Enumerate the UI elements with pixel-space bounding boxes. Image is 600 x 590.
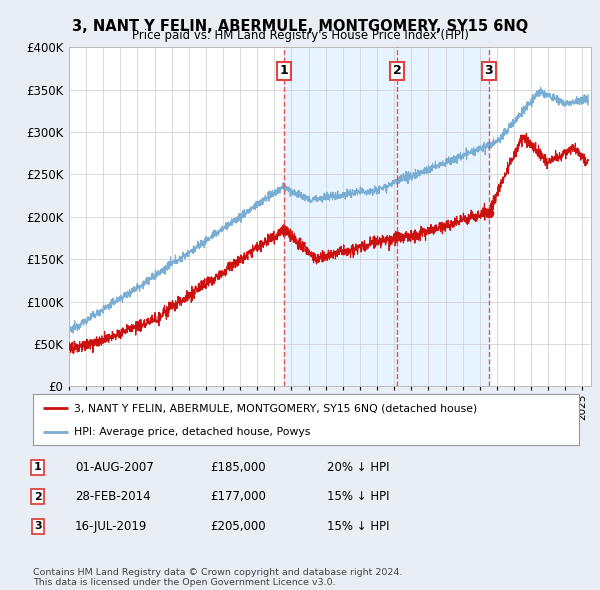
Text: 28-FEB-2014: 28-FEB-2014 <box>75 490 151 503</box>
Text: 3, NANT Y FELIN, ABERMULE, MONTGOMERY, SY15 6NQ (detached house): 3, NANT Y FELIN, ABERMULE, MONTGOMERY, S… <box>74 403 477 413</box>
Text: 15% ↓ HPI: 15% ↓ HPI <box>327 490 389 503</box>
Text: £205,000: £205,000 <box>210 520 266 533</box>
Text: £177,000: £177,000 <box>210 490 266 503</box>
Text: Price paid vs. HM Land Registry's House Price Index (HPI): Price paid vs. HM Land Registry's House … <box>131 30 469 42</box>
Text: 16-JUL-2019: 16-JUL-2019 <box>75 520 148 533</box>
Text: 20% ↓ HPI: 20% ↓ HPI <box>327 461 389 474</box>
Text: Contains HM Land Registry data © Crown copyright and database right 2024.
This d: Contains HM Land Registry data © Crown c… <box>33 568 403 587</box>
Bar <box>397 47 489 386</box>
Text: 2: 2 <box>393 64 401 77</box>
Text: HPI: Average price, detached house, Powys: HPI: Average price, detached house, Powy… <box>74 428 310 437</box>
Text: 15% ↓ HPI: 15% ↓ HPI <box>327 520 389 533</box>
Text: 1: 1 <box>34 463 41 472</box>
Text: 2: 2 <box>34 492 41 502</box>
Bar <box>284 47 397 386</box>
Text: 3: 3 <box>485 64 493 77</box>
Text: £185,000: £185,000 <box>210 461 266 474</box>
Text: 1: 1 <box>280 64 289 77</box>
Text: 3, NANT Y FELIN, ABERMULE, MONTGOMERY, SY15 6NQ: 3, NANT Y FELIN, ABERMULE, MONTGOMERY, S… <box>72 19 528 34</box>
Text: 01-AUG-2007: 01-AUG-2007 <box>75 461 154 474</box>
Text: 3: 3 <box>34 522 41 531</box>
